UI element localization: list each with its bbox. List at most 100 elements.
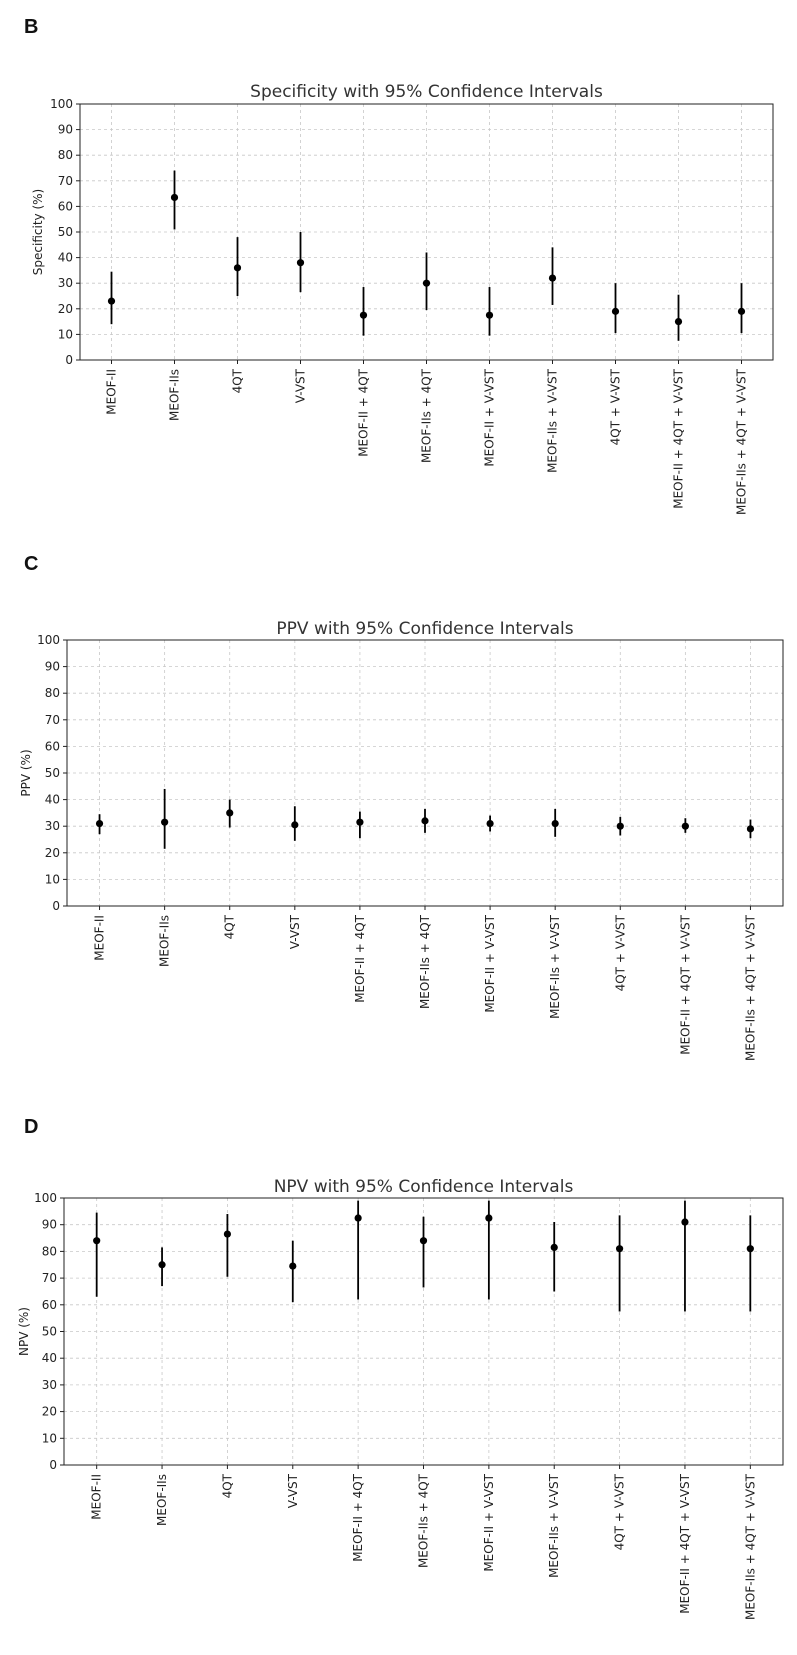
data-point: [485, 311, 494, 319]
y-tick-label: 80: [42, 1244, 57, 1258]
x-tick-label: V-VST: [286, 1473, 300, 1508]
data-point: [746, 1245, 754, 1253]
data-point: [291, 821, 299, 829]
x-tick-label: MEOF-II + V-VST: [483, 368, 497, 466]
data-point: [419, 1237, 428, 1245]
data-point: [548, 274, 557, 282]
data-point: [550, 1243, 558, 1251]
y-tick-label: 30: [58, 276, 73, 290]
x-tick-label: MEOF-II: [105, 369, 119, 415]
y-tick-label: 90: [42, 1218, 57, 1232]
y-tick-label: 0: [65, 353, 73, 367]
data-point: [674, 318, 683, 326]
y-tick-label: 30: [45, 819, 60, 833]
y-tick-label: 40: [58, 251, 73, 265]
y-tick-label: 10: [45, 872, 60, 886]
data-point: [223, 1230, 232, 1238]
panel-b: B Specificity with 95% Confidence Interv…: [0, 0, 797, 540]
y-tick-label: 0: [49, 1458, 57, 1472]
data-point: [107, 297, 116, 305]
x-tick-label: 4QT: [220, 1473, 234, 1498]
data-point: [289, 1262, 297, 1270]
x-tick-label: MEOF-IIs + 4QT + V-VST: [743, 1473, 757, 1620]
data-point: [158, 1261, 166, 1269]
data-point: [296, 259, 305, 267]
data-point: [551, 819, 559, 828]
y-tick-label: 90: [58, 123, 73, 137]
data-point: [93, 1237, 101, 1245]
data-point: [226, 809, 234, 817]
x-tick-label: 4QT + V-VST: [613, 1473, 627, 1550]
x-tick-label: MEOF-IIs: [168, 369, 182, 421]
y-tick-label: 50: [42, 1325, 57, 1339]
y-tick-label: 70: [42, 1271, 57, 1285]
y-tick-label: 100: [37, 633, 60, 647]
ppv-chart: PPV with 95% Confidence Intervals 0 10 20 30…: [19, 619, 784, 1061]
chart-title: PPV with 95% Confidence Intervals: [276, 619, 573, 639]
y-tick-label: 40: [42, 1351, 57, 1365]
x-tick-label: MEOF-II + 4QT + V-VST: [678, 914, 692, 1054]
y-tick-label: 70: [45, 713, 60, 727]
y-tick-label: 100: [34, 1191, 57, 1205]
x-tick-label: MEOF-IIs + 4QT + V-VST: [743, 914, 757, 1061]
x-tick-label: MEOF-II + V-VST: [483, 914, 497, 1012]
x-tick-label: MEOF-II + 4QT + V-VST: [672, 368, 686, 508]
chart-title: NPV with 95% Confidence Intervals: [274, 1177, 574, 1197]
x-tick-label: 4QT + V-VST: [609, 368, 623, 445]
y-tick-label: 30: [42, 1378, 57, 1392]
x-tick-label: 4QT + V-VST: [613, 914, 627, 991]
x-tick-label: MEOF-II + 4QT: [353, 914, 367, 1002]
y-tick-label: 70: [58, 174, 73, 188]
chart-title: Specificity with 95% Confidence Interval…: [250, 82, 603, 102]
y-axis-title: PPV (%): [19, 749, 33, 796]
x-tick-label: MEOF-II + 4QT + V-VST: [678, 1473, 692, 1613]
x-tick-label: MEOF-IIs + V-VST: [547, 1473, 561, 1578]
x-tick-label: MEOF-II + 4QT: [357, 368, 371, 456]
data-point: [422, 279, 431, 287]
data-point: [161, 818, 169, 826]
data-point: [615, 1245, 624, 1253]
x-tick-label: MEOF-IIs + 4QT: [417, 1473, 431, 1568]
data-point: [170, 193, 179, 202]
x-tick-label: MEOF-IIs: [158, 915, 172, 967]
panel-c: C PPV with 95% Confidence Intervals 0 10 20…: [0, 540, 797, 1100]
specificity-chart: Specificity with 95% Confidence Interval…: [31, 82, 774, 515]
x-tick-label: MEOF-IIs + 4QT + V-VST: [735, 368, 749, 515]
panel-label: B: [24, 16, 39, 38]
y-tick-label: 40: [45, 793, 60, 807]
x-tick-label: 4QT: [231, 368, 245, 393]
y-tick-label: 50: [45, 766, 60, 780]
y-tick-label: 20: [45, 846, 60, 860]
data-point: [681, 1218, 689, 1226]
data-point: [356, 818, 364, 826]
y-tick-label: 60: [58, 199, 73, 213]
x-tick-label: V-VST: [294, 368, 308, 403]
data-point: [746, 825, 755, 833]
x-tick-label: MEOF-IIs + V-VST: [548, 914, 562, 1019]
x-tick-label: MEOF-IIs + 4QT: [418, 914, 432, 1009]
x-tick-label: MEOF-II + 4QT: [351, 1473, 365, 1561]
y-tick-label: 100: [50, 97, 73, 111]
data-point: [737, 307, 746, 315]
data-point: [359, 311, 368, 319]
x-tick-label: MEOF-II: [93, 915, 107, 961]
x-tick-label: 4QT: [223, 914, 237, 939]
y-tick-label: 50: [58, 225, 73, 239]
data-point: [485, 1214, 493, 1222]
x-tick-label: MEOF-IIs + 4QT: [420, 368, 434, 463]
panel-label: D: [24, 1116, 39, 1138]
data-point: [681, 822, 689, 830]
y-tick-label: 20: [58, 302, 73, 316]
y-tick-label: 60: [42, 1298, 57, 1312]
x-tick-label: MEOF-IIs: [155, 1474, 169, 1526]
x-tick-label: MEOF-II + V-VST: [482, 1473, 496, 1571]
x-tick-label: V-VST: [288, 914, 302, 949]
x-tick-label: MEOF-II: [90, 1474, 104, 1520]
panel-label: C: [24, 553, 39, 575]
y-axis-title: Specificity (%): [31, 189, 45, 275]
data-point: [421, 817, 429, 825]
data-point: [486, 819, 494, 828]
data-point: [233, 264, 242, 272]
y-axis-title: NPV (%): [17, 1307, 31, 1356]
data-point: [95, 819, 104, 828]
